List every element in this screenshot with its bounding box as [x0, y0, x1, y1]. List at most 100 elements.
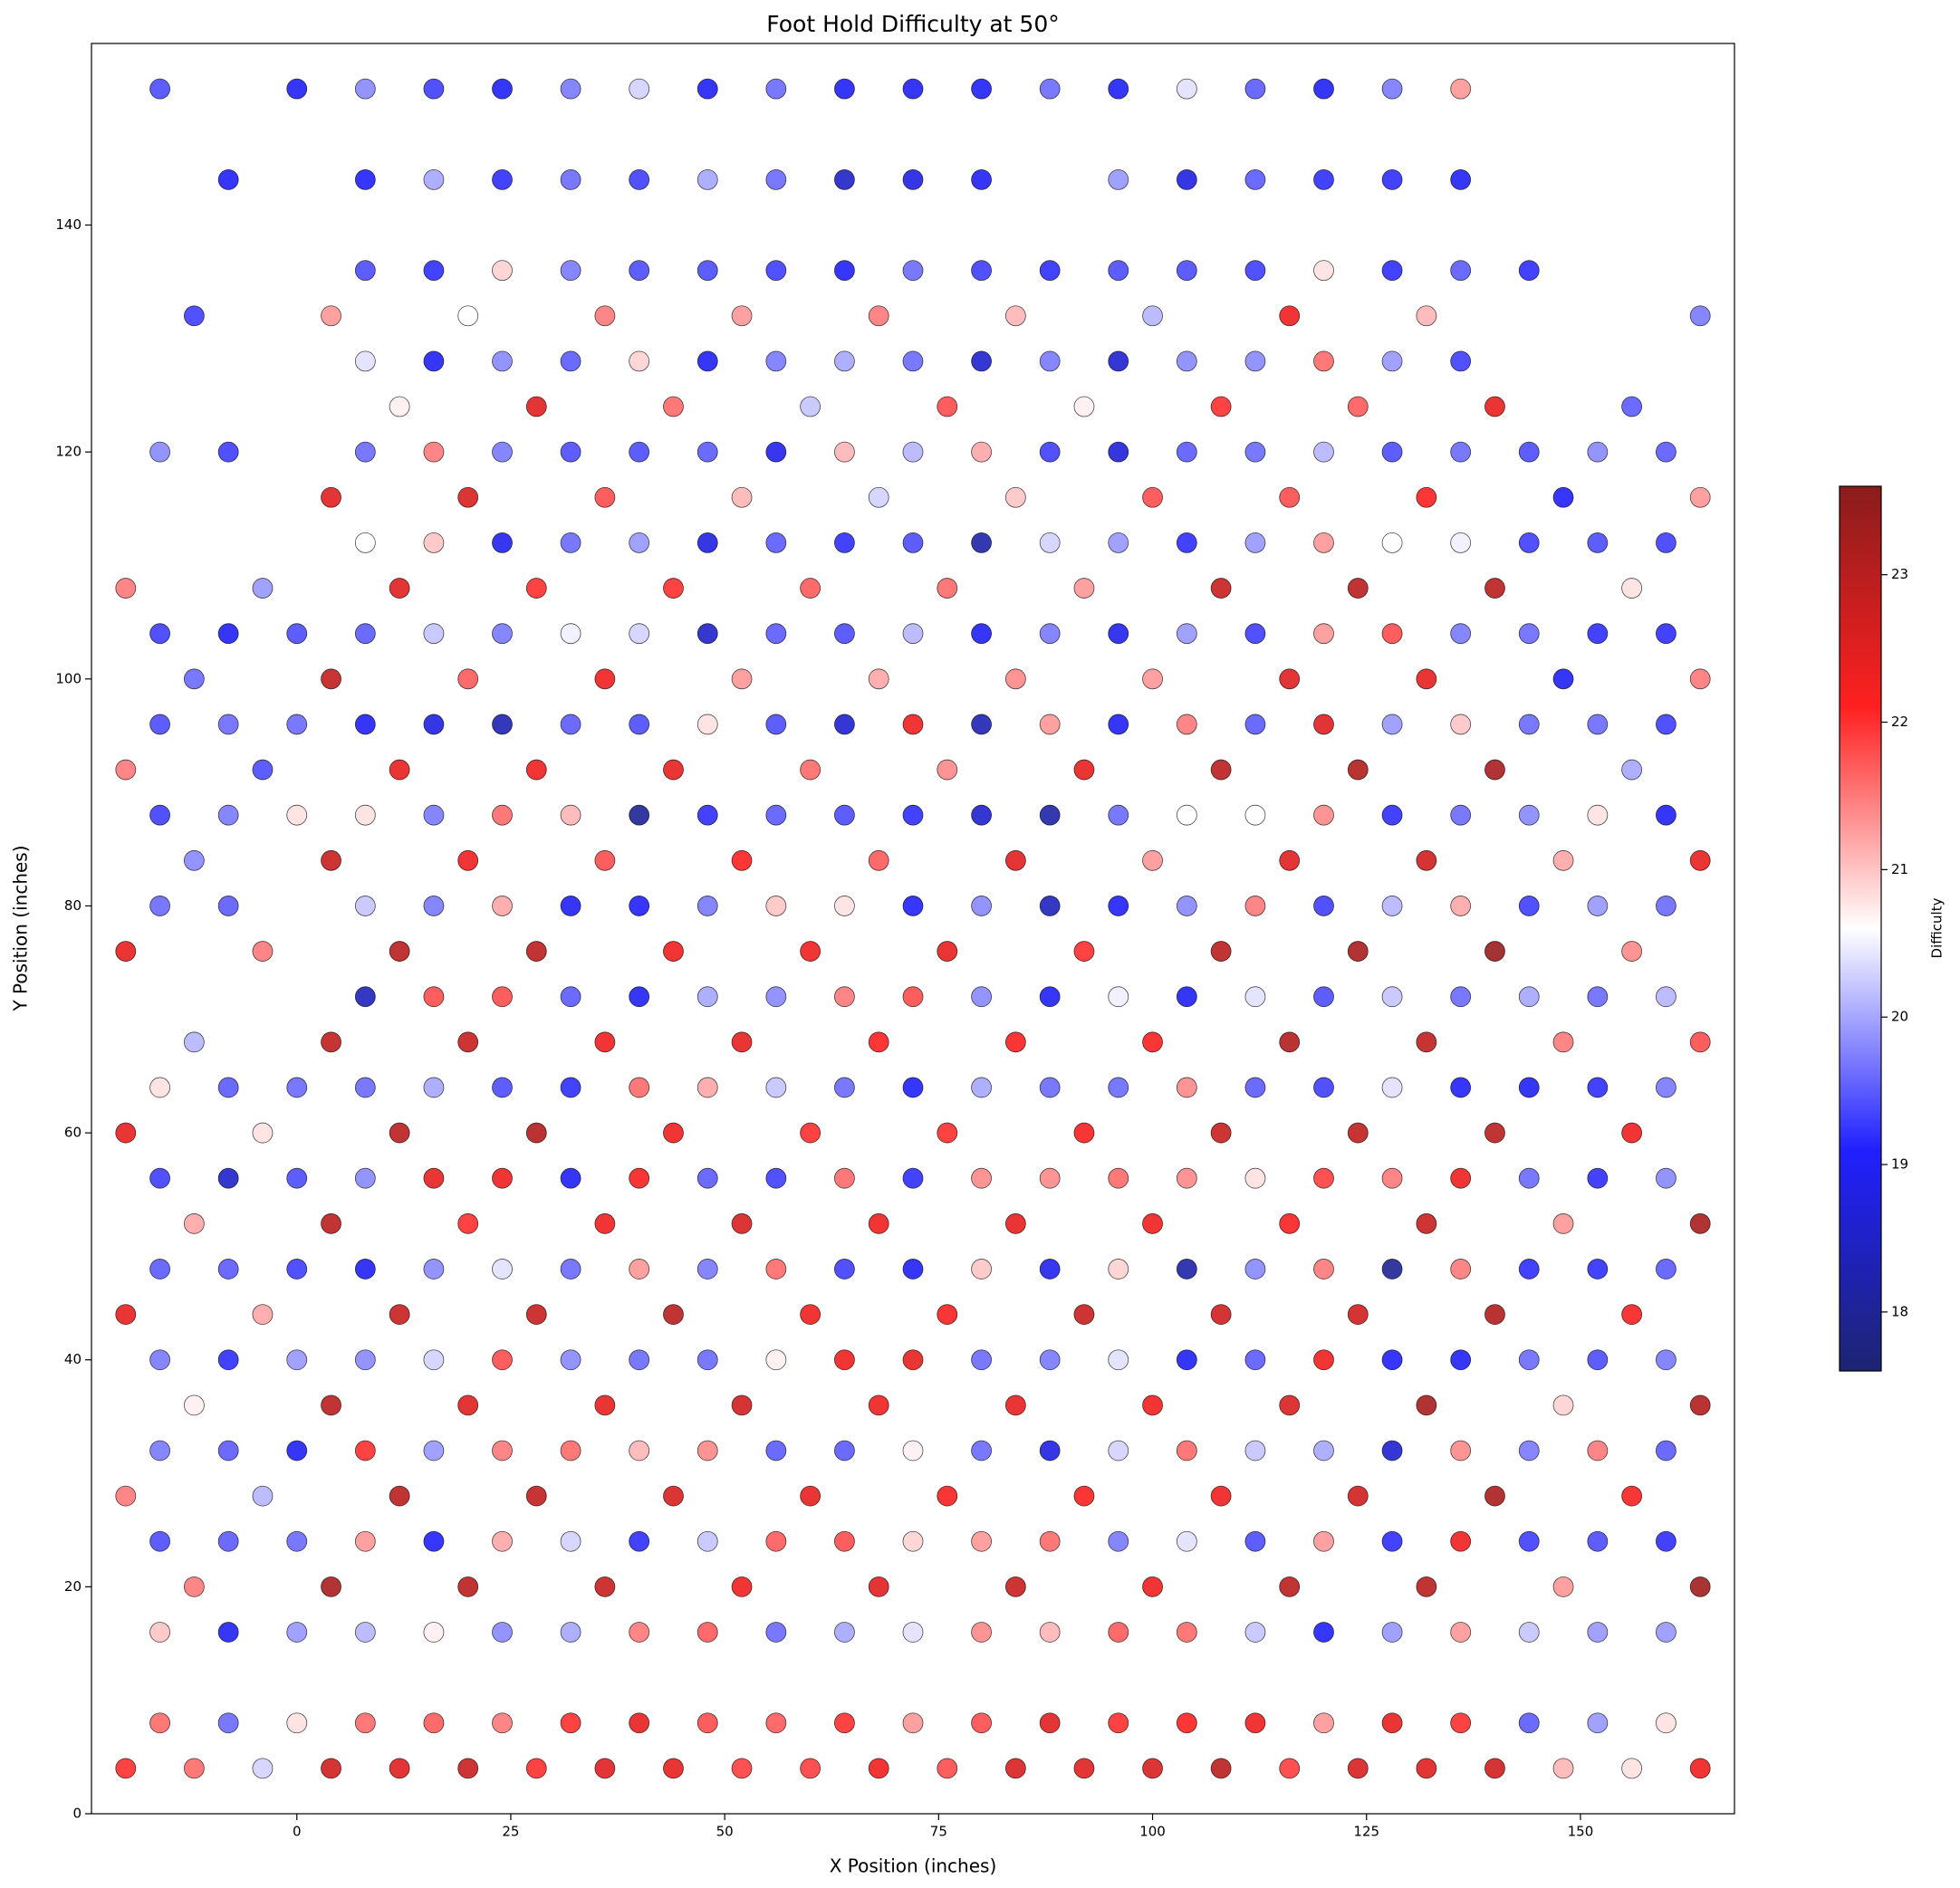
data-point: [1279, 1576, 1301, 1597]
data-point: [1552, 1394, 1574, 1416]
data-point: [1381, 1077, 1403, 1098]
data-point: [560, 350, 581, 372]
data-point: [1039, 1712, 1061, 1734]
data-point: [217, 1167, 239, 1189]
data-point: [663, 1758, 684, 1779]
data-point: [971, 1622, 992, 1643]
data-point: [492, 1530, 513, 1552]
data-point: [971, 78, 992, 100]
data-point: [1210, 396, 1232, 417]
data-point: [1587, 804, 1609, 826]
data-point: [183, 1758, 205, 1779]
data-point: [765, 441, 787, 463]
y-tick-label: 100: [55, 670, 82, 686]
data-point: [1450, 1077, 1472, 1098]
data-point: [868, 1758, 889, 1779]
data-point: [423, 260, 445, 282]
data-point: [1552, 849, 1574, 871]
data-point: [1244, 1530, 1266, 1552]
data-point: [663, 1304, 684, 1325]
data-point: [321, 1394, 341, 1416]
data-point: [1381, 896, 1403, 916]
data-point: [629, 804, 650, 826]
data-point: [1587, 1622, 1609, 1643]
data-point: [354, 441, 376, 463]
data-point: [1621, 1485, 1643, 1507]
data-point: [971, 1077, 992, 1098]
data-point: [1313, 986, 1334, 1008]
data-point: [800, 941, 821, 962]
data-point: [286, 1349, 308, 1371]
data-point: [1587, 1077, 1609, 1098]
data-point: [354, 1530, 376, 1552]
data-point: [1073, 1758, 1095, 1779]
data-point: [1552, 1758, 1574, 1779]
data-point: [1142, 305, 1163, 327]
data-point: [492, 1712, 513, 1734]
data-point: [354, 1622, 376, 1643]
data-point: [354, 804, 376, 826]
data-point: [321, 486, 341, 508]
data-point: [1039, 441, 1061, 463]
data-point: [1518, 714, 1540, 735]
data-point: [560, 1530, 581, 1552]
data-point: [1518, 986, 1540, 1008]
data-point: [354, 714, 376, 735]
data-point: [149, 1349, 170, 1371]
data-point: [971, 804, 992, 826]
data-point: [492, 1440, 513, 1462]
data-point: [1518, 1622, 1540, 1643]
data-point: [1518, 1167, 1540, 1189]
data-point: [902, 1167, 924, 1189]
data-point: [1450, 350, 1472, 372]
data-point: [937, 759, 958, 781]
data-point: [1210, 1758, 1232, 1779]
data-point: [1450, 804, 1472, 826]
data-point: [354, 260, 376, 282]
data-point: [1450, 1530, 1472, 1552]
data-point: [971, 1712, 992, 1734]
data-point: [1381, 532, 1403, 553]
data-point: [1450, 260, 1472, 282]
data-point: [1004, 1031, 1026, 1053]
data-point: [834, 168, 855, 190]
data-point: [1313, 441, 1334, 463]
data-point: [629, 532, 650, 553]
data-point: [149, 623, 170, 645]
data-point: [423, 168, 445, 190]
data-point: [800, 759, 821, 781]
data-point: [868, 1031, 889, 1053]
data-point: [1689, 486, 1711, 508]
x-axis-label: X Position (inches): [830, 1855, 997, 1877]
data-point: [1073, 578, 1095, 599]
data-point: [765, 1622, 787, 1643]
data-point: [1176, 896, 1197, 916]
data-point: [1108, 986, 1129, 1008]
data-point: [971, 623, 992, 645]
data-point: [1450, 168, 1472, 190]
data-point: [1073, 396, 1095, 417]
data-point: [217, 1530, 239, 1552]
data-point: [525, 578, 547, 599]
data-point: [1416, 486, 1437, 508]
data-point: [1450, 1349, 1472, 1371]
data-point: [1656, 441, 1677, 463]
data-point: [1279, 1031, 1301, 1053]
data-point: [1108, 623, 1129, 645]
data-point: [1176, 78, 1197, 100]
data-point: [902, 986, 924, 1008]
data-point: [1176, 168, 1197, 190]
data-point: [492, 350, 513, 372]
data-point: [560, 168, 581, 190]
data-point: [937, 578, 958, 599]
data-point: [731, 1212, 753, 1234]
data-point: [663, 1122, 684, 1144]
data-point: [1244, 804, 1266, 826]
data-point: [629, 623, 650, 645]
data-point: [1108, 1259, 1129, 1279]
data-point: [1621, 1304, 1643, 1325]
data-point: [1518, 896, 1540, 916]
data-point: [1176, 1712, 1197, 1734]
data-point: [1656, 1622, 1677, 1643]
data-point: [389, 1758, 410, 1779]
